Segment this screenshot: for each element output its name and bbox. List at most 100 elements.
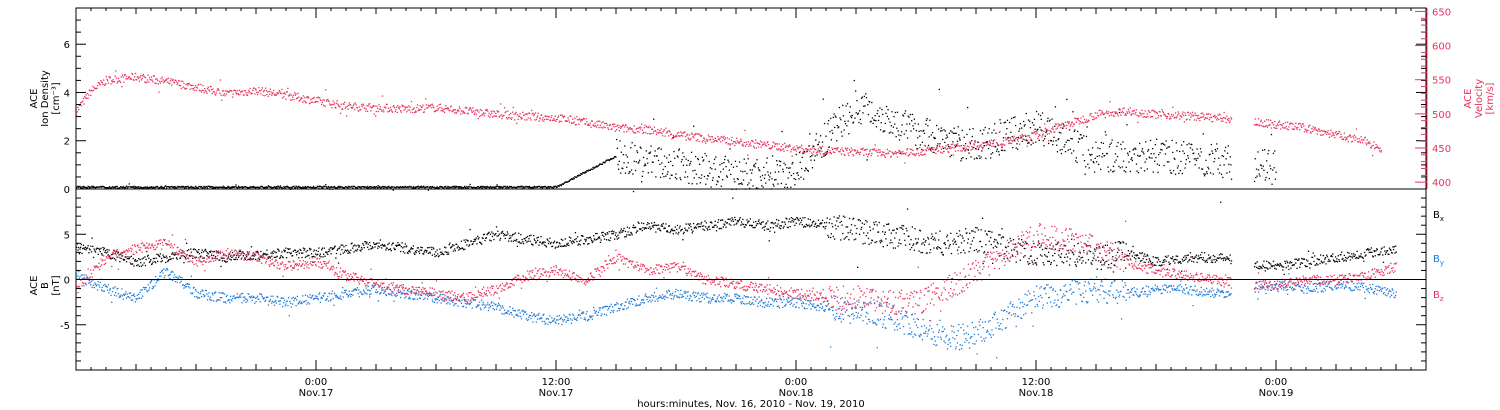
density-series-point — [1014, 116, 1016, 118]
velocity-series-point — [1114, 111, 1116, 113]
density-series-point — [738, 183, 740, 185]
density-series-point — [1194, 164, 1196, 166]
velocity-series-point — [709, 138, 712, 140]
velocity-series-point — [540, 114, 542, 117]
density-series-point — [640, 147, 642, 149]
density-series-point — [470, 186, 472, 188]
velocity-series-point — [867, 154, 870, 156]
density-series-point — [585, 171, 587, 173]
density-series-point — [393, 186, 396, 188]
bx-series-point — [102, 246, 104, 249]
velocity-series-point — [580, 118, 583, 121]
bx-series-point — [183, 262, 185, 264]
bx-series-point — [221, 260, 224, 262]
velocity-series-point — [1132, 112, 1134, 115]
density-series-point — [934, 137, 936, 139]
velocity-series-point — [1178, 113, 1180, 115]
density-series-point — [530, 187, 532, 189]
bx-series-point — [167, 260, 169, 263]
density-series-point — [156, 186, 158, 188]
velocity-series-point — [418, 108, 420, 110]
bx-series-point — [906, 230, 908, 232]
density-series-point — [728, 169, 730, 171]
velocity-series-point — [331, 103, 334, 106]
velocity-series-point — [1328, 136, 1331, 138]
density-series-point — [860, 123, 862, 125]
bx-series-point — [359, 249, 361, 251]
density-series-point — [582, 172, 585, 174]
bx-series-point — [227, 257, 229, 259]
bx-series-point — [776, 219, 778, 221]
velocity-series-point — [1077, 117, 1079, 120]
density-series-point — [673, 150, 675, 153]
bx-series-point — [737, 221, 739, 223]
density-series-point — [277, 185, 280, 188]
bx-series-point — [117, 252, 119, 254]
bx-series-point — [294, 249, 296, 251]
bx-series-point — [196, 250, 198, 252]
density-series-point — [639, 146, 641, 148]
velocity-series-point — [1120, 112, 1123, 114]
bx-series-point — [420, 249, 423, 251]
velocity-series-point — [190, 84, 192, 87]
bx-series-point — [759, 222, 761, 224]
velocity-series-point — [936, 147, 938, 149]
density-series-point — [1011, 136, 1013, 138]
bx-series-point — [105, 252, 107, 254]
density-series-point — [678, 149, 680, 151]
density-series-point — [196, 187, 199, 189]
density-series-point — [196, 186, 198, 188]
velocity-series-point — [859, 151, 861, 153]
density-series-point — [966, 133, 968, 136]
velocity-series-point — [888, 152, 890, 154]
density-series-point — [1027, 142, 1029, 144]
velocity-series-point — [1216, 117, 1219, 119]
density-series-point — [512, 186, 514, 188]
density-series-point — [499, 187, 502, 189]
velocity-series-point — [729, 144, 731, 146]
bx-series-point — [857, 266, 859, 268]
velocity-series-point — [1000, 143, 1003, 145]
density-series-point — [432, 186, 434, 189]
density-series-point — [186, 186, 188, 188]
velocity-series-point — [1148, 111, 1150, 113]
velocity-series-point — [335, 102, 338, 104]
bx-series-point — [152, 261, 154, 263]
density-series-point — [210, 185, 212, 188]
density-series-point — [402, 186, 404, 188]
bx-series-point — [681, 228, 683, 230]
velocity-series-point — [708, 136, 710, 138]
density-series-point — [920, 130, 922, 132]
velocity-series-point — [1323, 130, 1325, 132]
density-series-point — [540, 186, 542, 189]
velocity-series-point — [748, 145, 750, 147]
density-series-point — [1046, 120, 1048, 122]
density-series-point — [623, 162, 625, 164]
velocity-series-point — [830, 152, 832, 154]
bx-series-point — [738, 218, 741, 220]
bx-series-point — [312, 261, 314, 263]
bx-series-point — [199, 256, 201, 258]
velocity-series-point — [728, 138, 730, 140]
velocity-series-point — [940, 148, 942, 150]
bx-series-point — [257, 252, 259, 254]
density-series-point — [514, 186, 516, 188]
bx-series-point — [141, 258, 143, 260]
density-series-point — [1035, 141, 1037, 143]
velocity-series-point — [577, 119, 579, 121]
bx-series-point — [173, 254, 176, 256]
velocity-series-point — [574, 124, 577, 126]
velocity-series-point — [451, 110, 453, 113]
velocity-series-point — [1056, 127, 1059, 129]
density-series-point — [688, 182, 690, 184]
density-series-point — [650, 145, 652, 147]
velocity-series-point — [878, 151, 880, 154]
velocity-series-point — [1043, 130, 1045, 132]
bx-series-point — [567, 242, 569, 244]
density-series-point — [374, 187, 376, 189]
velocity-series-point — [131, 72, 133, 75]
velocity-series-point — [1005, 139, 1007, 141]
velocity-series-point — [175, 79, 177, 81]
velocity-series-point — [179, 85, 182, 87]
bx-series-point — [283, 250, 286, 253]
